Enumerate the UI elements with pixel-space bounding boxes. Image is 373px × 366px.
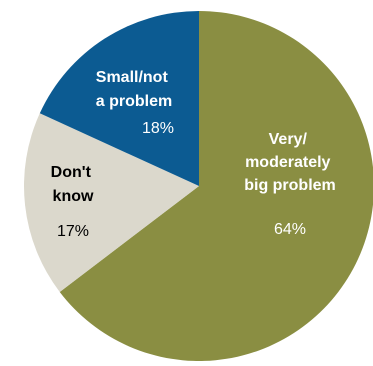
slice-label-small-not-problem: Small/not a problem [96,69,172,110]
slice-small-not-problem [39,11,200,186]
slice-very-big-problem [59,11,373,361]
pie-slices [23,11,373,361]
slice-value-small-not-problem: 18% [142,120,174,137]
slice-label-line: Don't [51,164,92,181]
slice-label-line: Very/ [269,131,308,148]
slice-label-line: know [53,188,94,205]
slice-dont-know [23,113,200,292]
slice-label-line: big problem [244,177,336,194]
slice-value-very-big-problem: 64% [274,221,306,238]
slice-label-very-big-problem: Very/ moderately big problem [244,131,336,194]
slice-label-line: moderately [245,154,330,171]
slice-label-line: Small/not [96,69,169,86]
slice-value-dont-know: 17% [57,223,89,240]
slice-label-line: a problem [96,93,172,110]
slice-label-dont-know: Don't know [51,164,96,205]
